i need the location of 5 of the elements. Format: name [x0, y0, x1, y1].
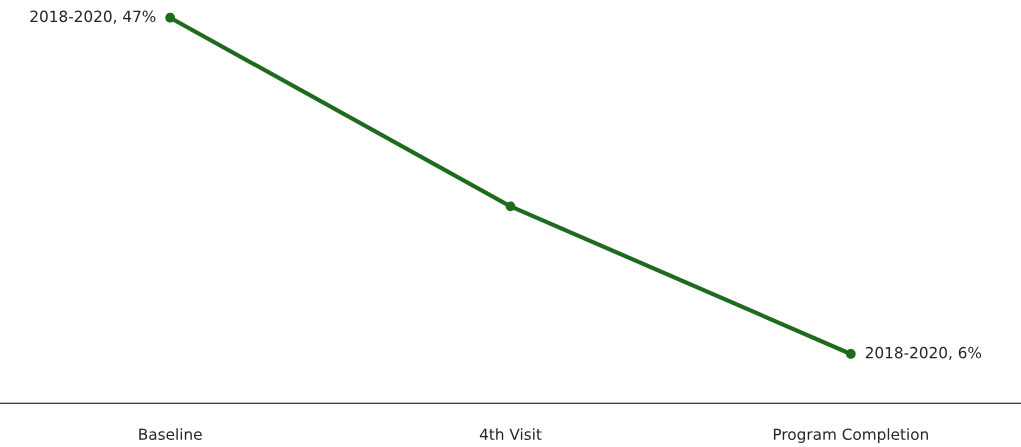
data-label: 2018-2020, 6% — [865, 346, 982, 360]
x-tick-label: Program Completion — [773, 428, 928, 443]
data-label: 2018-2020, 47% — [30, 10, 156, 24]
x-tick-label: Baseline — [139, 428, 202, 441]
x-tick-label: 4th Visit — [479, 428, 542, 441]
